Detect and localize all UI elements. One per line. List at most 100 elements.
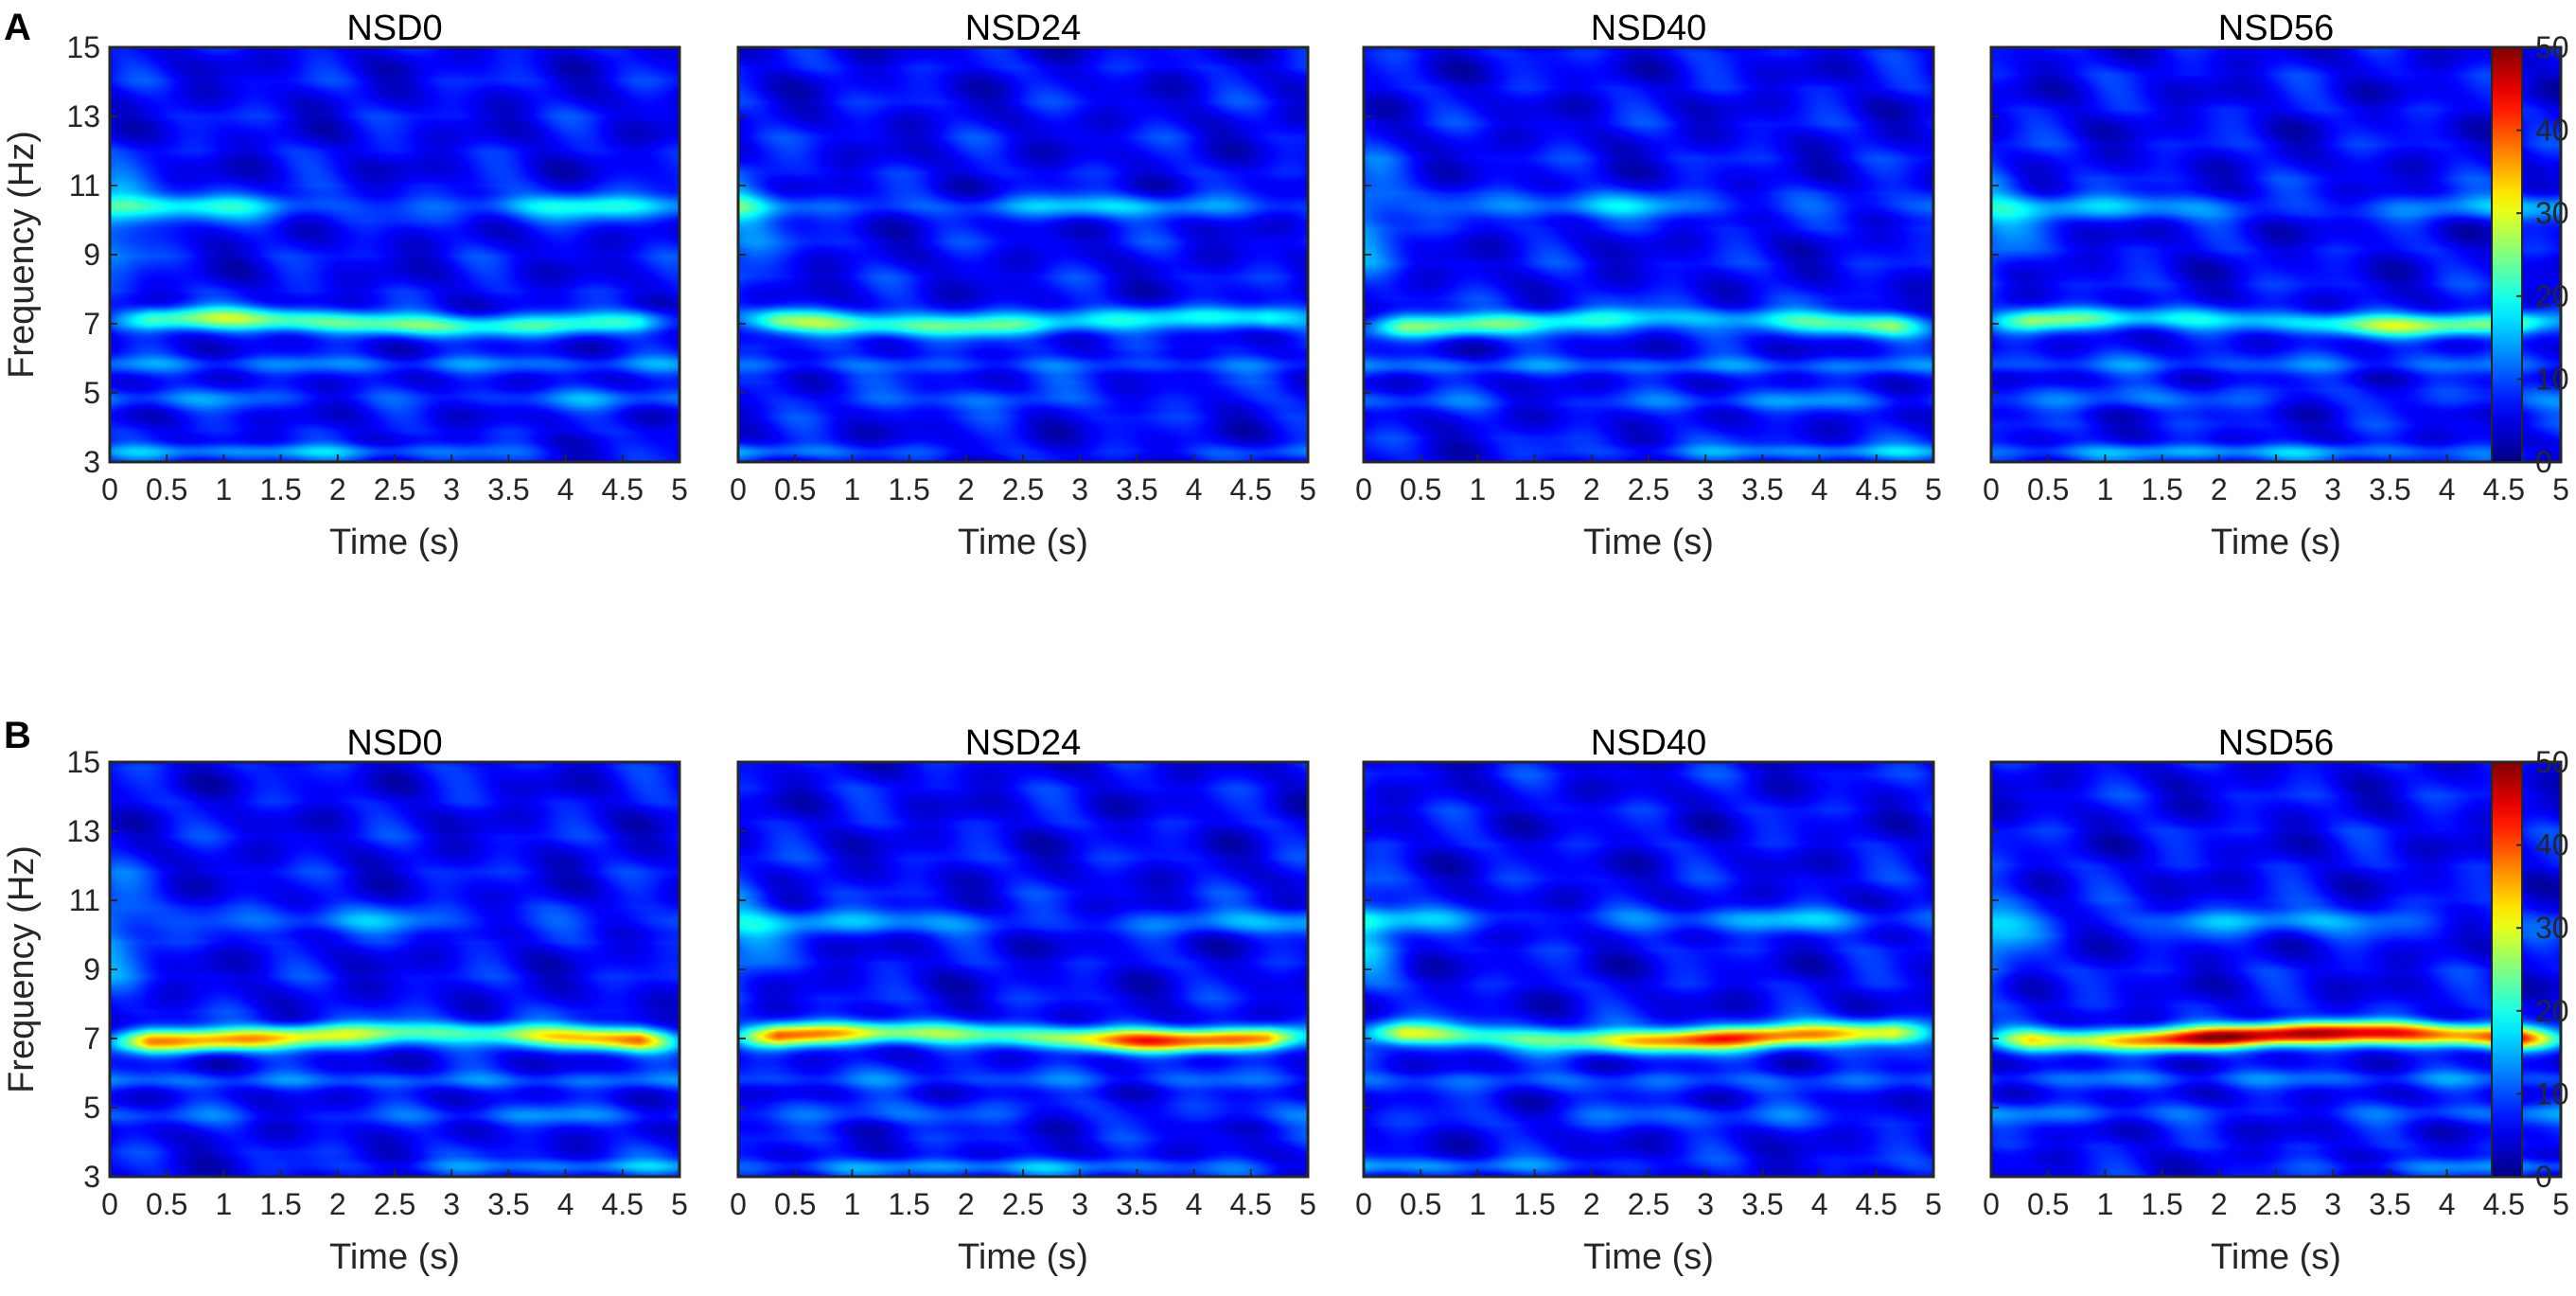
subplot-nsd0: NSD0 0 0.5 1 1.5 2 2.5 3 3.5 4 4.5 5 Time (s) 3 5 7 9 11 1… [2, 9, 688, 562]
x-tick-label: 4.5 [2483, 1187, 2525, 1221]
x-tick-label: 0 [730, 1187, 747, 1221]
x-tick-label: 0.5 [2027, 1187, 2069, 1221]
x-tick-label: 1 [2097, 1187, 2114, 1221]
x-tick-label: 3.5 [1116, 1187, 1157, 1221]
subplot-title: NSD56 [2218, 723, 2335, 763]
x-tick-label: 2.5 [2255, 472, 2297, 506]
x-tick-label: 3.5 [1116, 472, 1157, 506]
x-tick-label: 4.5 [1230, 472, 1272, 506]
y-tick-label: 9 [83, 952, 100, 986]
y-tick-label: 15 [66, 745, 100, 779]
x-tick-label: 3.5 [1741, 1187, 1783, 1221]
x-tick-label: 5 [671, 472, 688, 506]
x-tick-label: 0 [1355, 472, 1372, 506]
x-tick-label: 1 [216, 1187, 233, 1221]
x-tick-label: 3 [1697, 1187, 1714, 1221]
x-tick-label: 2.5 [1628, 472, 1669, 506]
x-tick-label: 4 [1186, 1187, 1203, 1221]
subplot-title: NSD0 [346, 9, 442, 48]
colorbar-tick-label: 30 [2535, 196, 2569, 230]
x-tick-label: 1.5 [259, 1187, 301, 1221]
colorbar-tick-label: 30 [2535, 911, 2569, 945]
x-tick-label: 4 [557, 472, 574, 506]
heatmap-image [738, 47, 1308, 462]
x-tick-label: 1 [216, 472, 233, 506]
colorbar-tick-label: 50 [2535, 745, 2569, 779]
x-tick-label: 1 [844, 472, 861, 506]
x-tick-label: 2 [329, 1187, 346, 1221]
x-tick-label: 2.5 [1002, 472, 1044, 506]
y-tick-label: 5 [83, 376, 100, 410]
colorbar-gradient [2491, 761, 2523, 1178]
x-tick-label: 4.5 [602, 472, 644, 506]
colorbar-tick-label: 20 [2535, 279, 2569, 313]
x-axis-label: Time (s) [958, 1237, 1088, 1277]
x-tick-label: 4 [1811, 472, 1828, 506]
colorbar-tick-label: 40 [2535, 828, 2569, 862]
heatmap-image [110, 762, 679, 1177]
x-tick-label: 0 [1983, 1187, 2000, 1221]
x-tick-label: 3.5 [487, 1187, 529, 1221]
x-tick-label: 3.5 [2369, 472, 2410, 506]
colorbar-tick-label: 10 [2535, 1076, 2569, 1110]
heatmap-image [1364, 762, 1933, 1177]
x-tick-label: 0 [1355, 1187, 1372, 1221]
x-axis-label: Time (s) [1583, 523, 1714, 562]
x-tick-label: 0 [730, 472, 747, 506]
y-tick-label: 7 [83, 307, 100, 341]
y-tick-label: 5 [83, 1091, 100, 1125]
x-tick-label: 0.5 [146, 1187, 187, 1221]
x-tick-label: 3.5 [1741, 472, 1783, 506]
x-tick-label: 5 [1925, 472, 1942, 506]
colorbar-tick-label: 40 [2535, 114, 2569, 148]
subplot-nsd0: NSD0 0 0.5 1 1.5 2 2.5 3 3.5 4 4.5 5 Time (s) 3 5 7 9 11 1… [2, 723, 688, 1277]
x-tick-label: 4.5 [2483, 472, 2525, 506]
x-tick-label: 4 [557, 1187, 574, 1221]
x-tick-label: 0.5 [1400, 1187, 1441, 1221]
colorbar-tick-label: 10 [2535, 362, 2569, 396]
x-axis-label: Time (s) [329, 1237, 460, 1277]
x-tick-label: 4 [1186, 472, 1203, 506]
x-tick-label: 2 [958, 472, 975, 506]
heatmap-image [1991, 47, 2561, 462]
colorbar: 0 10 20 30 40 50 [2491, 30, 2569, 479]
x-tick-label: 3.5 [487, 472, 529, 506]
x-tick-label: 1.5 [888, 1187, 929, 1221]
x-tick-label: 1.5 [2141, 472, 2182, 506]
x-tick-label: 2 [329, 472, 346, 506]
heatmap-image [1991, 762, 2561, 1177]
panel-label: A [4, 7, 31, 48]
x-tick-label: 3 [1071, 1187, 1088, 1221]
x-axis-label: Time (s) [2211, 523, 2341, 562]
x-tick-label: 4.5 [1856, 472, 1897, 506]
y-axis-label: Frequency (Hz) [2, 845, 42, 1093]
colorbar-tick-label: 50 [2535, 30, 2569, 64]
x-tick-label: 2 [1583, 472, 1600, 506]
subplot-nsd40: NSD40 0 0.5 1 1.5 2 2.5 3 3.5 4 4.5 5 Time (s) [1355, 9, 1942, 562]
colorbar-gradient [2491, 46, 2523, 463]
subplot-nsd40: NSD40 0 0.5 1 1.5 2 2.5 3 3.5 4 4.5 5 Time (s) [1355, 723, 1942, 1277]
x-tick-label: 4 [2439, 1187, 2456, 1221]
y-tick-label: 15 [66, 30, 100, 64]
heatmap-image [1364, 47, 1933, 462]
subplot-title: NSD40 [1591, 9, 1707, 48]
colorbar: 0 10 20 30 40 50 [2491, 745, 2569, 1194]
x-tick-label: 1 [1470, 472, 1487, 506]
x-tick-label: 3 [443, 1187, 460, 1221]
x-tick-label: 1.5 [2141, 1187, 2182, 1221]
x-tick-label: 3 [2324, 1187, 2341, 1221]
x-tick-label: 5 [1299, 1187, 1316, 1221]
x-tick-label: 0.5 [2027, 472, 2069, 506]
y-tick-label: 7 [83, 1021, 100, 1056]
x-tick-label: 4.5 [1230, 1187, 1272, 1221]
x-tick-label: 1.5 [259, 472, 301, 506]
x-tick-label: 0.5 [146, 472, 187, 506]
x-tick-label: 5 [2552, 1187, 2569, 1221]
x-tick-label: 4.5 [1856, 1187, 1897, 1221]
x-tick-label: 3 [1697, 472, 1714, 506]
x-tick-label: 1.5 [1513, 472, 1555, 506]
x-axis-label: Time (s) [1583, 1237, 1714, 1277]
y-axis-label: Frequency (Hz) [2, 131, 42, 379]
x-tick-label: 2 [2211, 1187, 2228, 1221]
